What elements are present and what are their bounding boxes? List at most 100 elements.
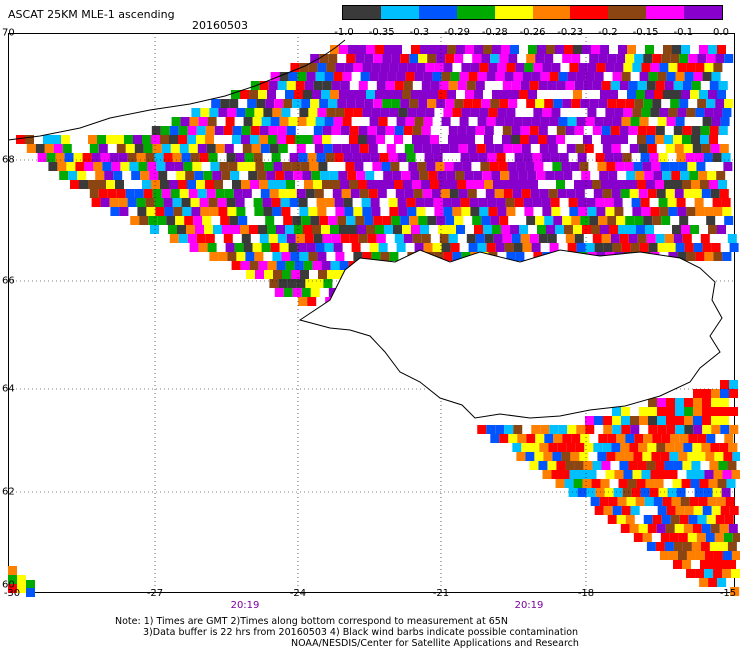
wind-cell: [657, 416, 666, 425]
wind-cell: [666, 243, 676, 252]
wind-cell: [8, 566, 17, 575]
wind-cell: [659, 63, 669, 72]
wind-cell: [337, 216, 347, 225]
wind-cell: [332, 189, 342, 198]
wind-cell: [443, 207, 453, 216]
wind-cell: [625, 434, 635, 443]
wind-cell: [430, 135, 439, 144]
wind-cell: [661, 515, 671, 524]
wind-cell: [222, 225, 231, 234]
wind-cell: [300, 162, 310, 171]
wind-cell: [670, 434, 680, 443]
wind-cell: [215, 189, 225, 198]
wind-cell: [675, 117, 685, 126]
wind-cell: [229, 99, 239, 108]
wind-cell: [416, 63, 426, 72]
wind-cell: [474, 45, 483, 54]
wind-cell: [283, 99, 293, 108]
wind-cell: [613, 198, 623, 207]
wind-cell: [26, 588, 35, 597]
wind-cell: [557, 189, 567, 198]
wind-cell: [322, 234, 332, 243]
wind-cell: [188, 189, 198, 198]
wind-cell: [339, 225, 348, 234]
wind-cell: [376, 126, 386, 135]
wind-cell: [585, 416, 594, 425]
wind-cell: [490, 54, 500, 63]
wind-cell: [692, 189, 702, 198]
wind-cell: [245, 252, 255, 261]
wind-cell: [385, 180, 394, 189]
wind-cell: [475, 234, 485, 243]
wind-cell: [573, 479, 583, 488]
wind-cell: [564, 479, 574, 488]
lon-label-minus15: -15: [719, 588, 737, 599]
wind-cell: [287, 189, 297, 198]
wind-cell: [431, 144, 441, 153]
wind-cell: [601, 126, 611, 135]
time-label-right: 20:19: [514, 600, 544, 611]
wind-cell: [677, 108, 687, 117]
wind-cell: [721, 488, 731, 497]
wind-cell: [541, 198, 551, 207]
wind-cell: [452, 252, 462, 261]
wind-cell: [252, 117, 262, 126]
wind-cell: [682, 81, 692, 90]
wind-cell: [219, 162, 229, 171]
wind-cell: [193, 216, 203, 225]
wind-cell: [644, 497, 654, 506]
wind-cell: [720, 117, 730, 126]
wind-cell: [504, 117, 514, 126]
wind-cell: [290, 63, 300, 72]
wind-cell: [172, 198, 182, 207]
wind-cell: [438, 225, 447, 234]
wind-cell: [394, 126, 404, 135]
wind-cell: [277, 126, 287, 135]
wind-cell: [675, 425, 685, 434]
wind-cell: [134, 144, 144, 153]
wind-cell: [299, 207, 309, 216]
lat-label-64: 64: [2, 383, 15, 395]
wind-cell: [375, 90, 384, 99]
wind-cell: [616, 99, 626, 108]
wind-cell: [695, 63, 705, 72]
wind-cell: [214, 126, 224, 135]
wind-cell: [110, 207, 120, 216]
wind-cell: [315, 117, 325, 126]
wind-cell: [727, 461, 737, 470]
wind-cell: [138, 162, 148, 171]
wind-cell: [676, 198, 686, 207]
wind-cell: [595, 488, 605, 497]
wind-cell: [304, 135, 313, 144]
wind-cell: [553, 99, 563, 108]
wind-cell: [299, 108, 309, 117]
wind-cell: [361, 198, 371, 207]
wind-cell: [133, 135, 142, 144]
wind-cell: [695, 551, 705, 560]
wind-cell: [723, 533, 733, 542]
wind-cell: [364, 54, 374, 63]
wind-cell: [659, 470, 669, 479]
wind-cell: [355, 54, 365, 63]
wind-cell: [209, 252, 219, 261]
wind-cell: [513, 72, 523, 81]
wind-cell: [412, 135, 421, 144]
wind-cell: [720, 416, 729, 425]
wind-cell: [332, 144, 342, 153]
wind-cell: [254, 108, 264, 117]
wind-cell: [353, 252, 363, 261]
wind-cell: [665, 144, 675, 153]
wind-cell: [568, 198, 578, 207]
wind-cell: [693, 72, 703, 81]
wind-cell: [178, 234, 188, 243]
wind-cell: [312, 90, 321, 99]
wind-cell: [601, 461, 611, 470]
wind-cell: [610, 135, 619, 144]
wind-cell: [331, 234, 341, 243]
wind-cell: [657, 398, 666, 407]
wind-cell: [142, 135, 151, 144]
wind-cell: [501, 45, 510, 54]
wind-cell: [504, 243, 514, 252]
wind-cell: [582, 479, 592, 488]
wind-cell: [331, 180, 340, 189]
